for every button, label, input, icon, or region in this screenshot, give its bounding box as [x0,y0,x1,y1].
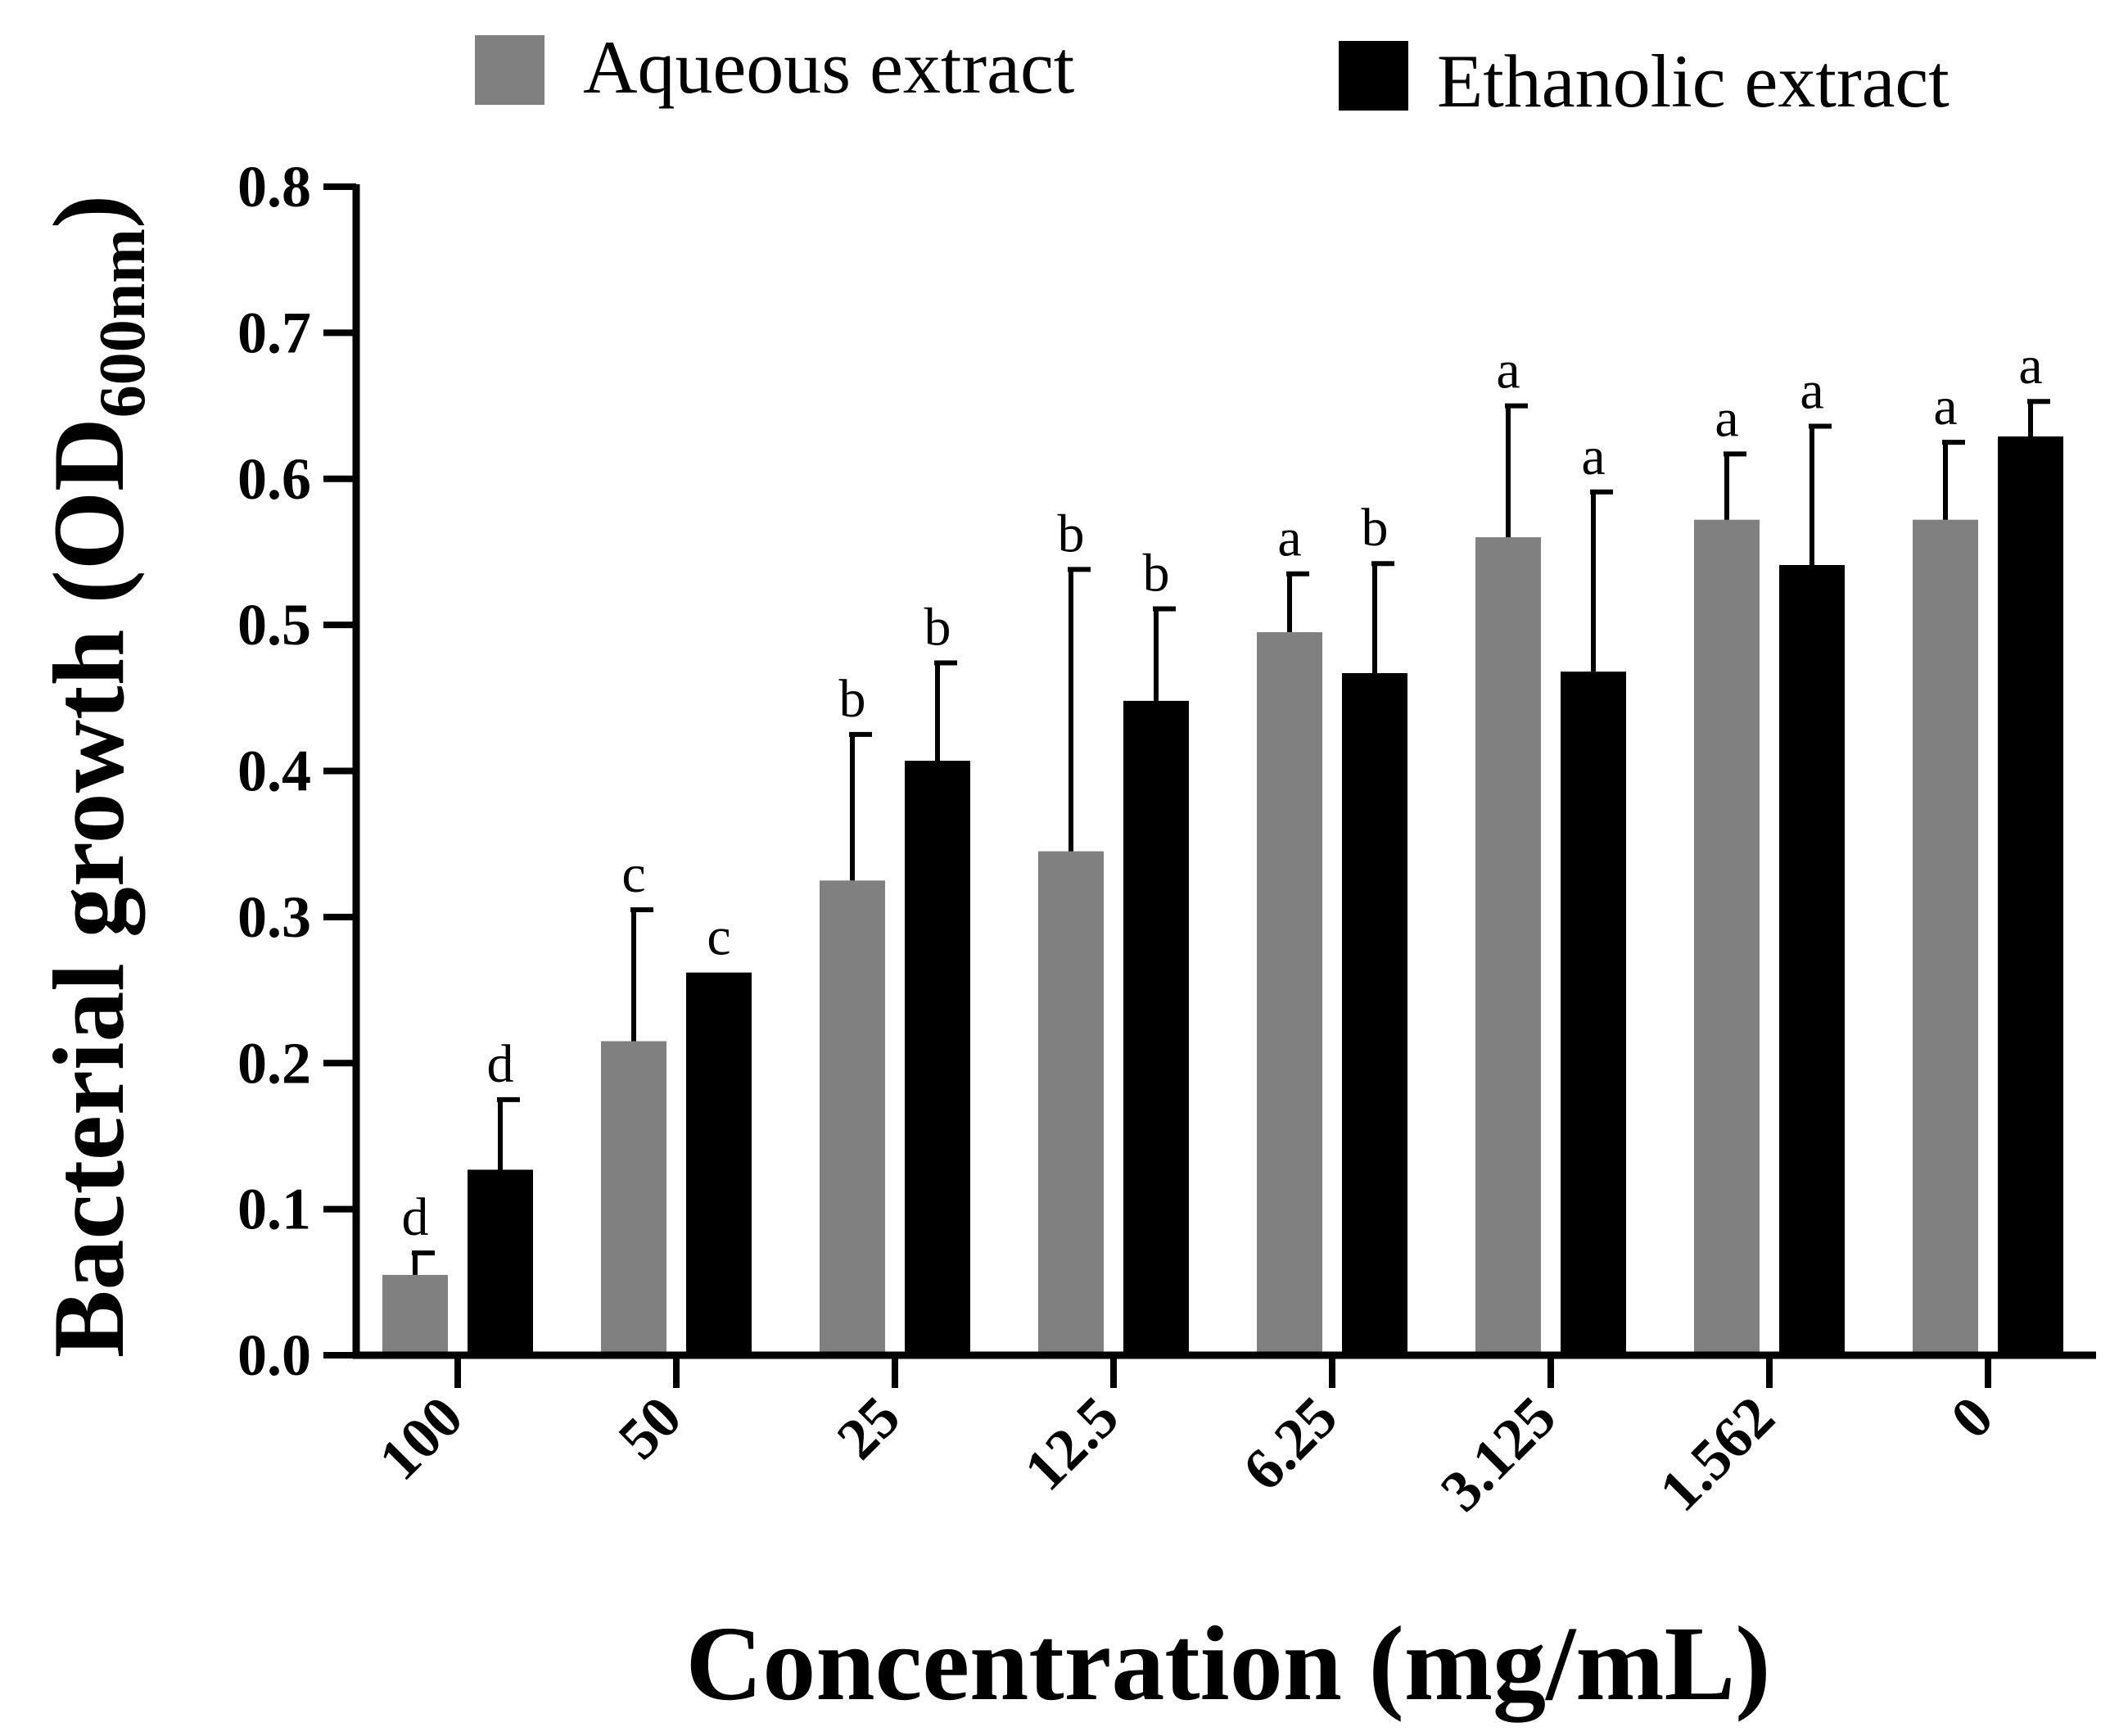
y-tick-label-2: 0.2 [237,1030,311,1096]
legend-swatch-aqueous [475,35,544,105]
bar-aqueous-0 [382,1274,448,1355]
bar-ethanolic-3 [1123,700,1189,1355]
bar-ethanolic-0 [468,1169,533,1355]
bar-ethanolic-2 [905,761,970,1355]
bar-ethanolic-6 [1779,564,1845,1355]
significance-letter-aqueous-5: a [1496,341,1520,400]
significance-letter-ethanolic-5: a [1581,427,1605,486]
x-tick-label-5: 3.125 [1428,1384,1568,1524]
significance-letter-ethanolic-6: a [1800,361,1823,421]
y-axis-title-close: ) [33,195,145,228]
y-axis-title-subscript: 600nm [87,228,159,418]
bar-ethanolic-1 [686,972,752,1355]
bar-aqueous-3 [1038,851,1104,1355]
bar-aqueous-5 [1475,537,1541,1355]
bar-aqueous-1 [601,1041,666,1355]
x-tick-label-3: 12.5 [1012,1384,1132,1503]
significance-letter-aqueous-4: a [1277,509,1301,568]
significance-letter-ethanolic-2: b [924,598,951,658]
y-tick-label-7: 0.7 [237,300,311,365]
x-tick-label-7: 0 [1938,1384,2005,1451]
y-tick-label-5: 0.5 [237,592,311,658]
significance-letter-ethanolic-7: a [2018,336,2042,396]
y-axis-title-main: Bacterial growth (OD [33,418,146,1358]
y-tick-label-6: 0.6 [237,446,311,512]
bar-aqueous-4 [1257,632,1322,1355]
x-tick-label-0: 100 [366,1384,475,1493]
significance-letter-aqueous-7: a [1933,377,1957,436]
x-axis-title: Concentration (mg/mL) [685,1605,1770,1723]
y-tick-label-3: 0.3 [237,884,311,950]
bar-aqueous-6 [1694,519,1760,1355]
y-tick-label-1: 0.1 [237,1177,311,1242]
significance-letter-ethanolic-1: c [707,907,730,967]
x-tick-label-1: 50 [606,1384,694,1472]
bar-aqueous-7 [1913,519,1978,1355]
x-tick-label-6: 1.562 [1647,1384,1787,1524]
y-tick-label-8: 0.8 [237,154,311,219]
legend: Aqueous extract Ethanolic extract [475,25,1950,123]
x-tick-label-4: 6.25 [1231,1384,1350,1503]
significance-letter-aqueous-2: b [839,669,866,729]
bar-ethanolic-4 [1342,672,1407,1355]
legend-label-ethanolic: Ethanolic extract [1437,39,1950,123]
x-tick-label-2: 25 [825,1384,912,1472]
significance-letter-aqueous-6: a [1715,388,1738,448]
significance-letter-aqueous-0: d [402,1187,429,1247]
bar-ethanolic-5 [1561,671,1626,1355]
significance-letter-aqueous-1: c [621,844,645,904]
significance-letter-ethanolic-0: d [487,1034,514,1094]
significance-letter-ethanolic-4: b [1362,498,1389,558]
legend-swatch-ethanolic [1339,41,1408,111]
significance-letter-ethanolic-3: b [1143,544,1170,604]
bar-ethanolic-7 [1998,436,2063,1355]
y-tick-label-0: 0.0 [237,1322,311,1388]
y-axis-title: Bacterial growth (OD600nm) [33,195,159,1358]
bar-aqueous-2 [820,880,885,1355]
significance-letter-aqueous-3: b [1058,504,1085,563]
legend-label-aqueous: Aqueous extract [583,25,1075,109]
y-tick-label-4: 0.4 [237,739,311,804]
